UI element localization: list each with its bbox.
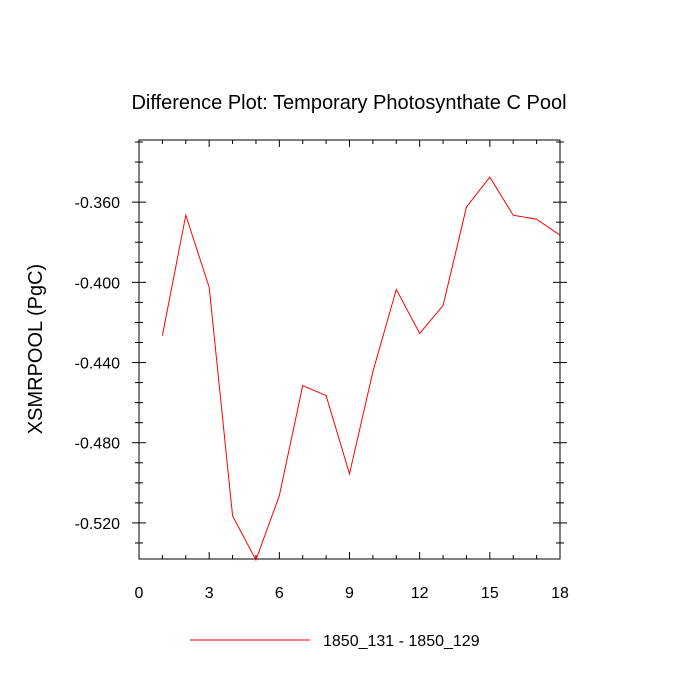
x-tick-label: 12 [411,585,429,602]
series-layer [161,176,561,562]
x-tick-label: 3 [205,585,214,602]
y-tick-label: -0.520 [75,516,120,533]
y-tick-label: -0.440 [75,356,120,373]
legend-label: 1850_131 - 1850_129 [323,633,480,650]
x-tick-label: 6 [275,585,284,602]
y-axis-label: XSMRPOOL (PgC) [25,264,47,434]
x-tick-label: 15 [481,585,499,602]
legend: 1850_131 - 1850_129 [190,633,480,650]
y-tick-label: -0.480 [75,436,120,453]
y-tick-label: -0.360 [75,195,120,212]
chart-title: Difference Plot: Temporary Photosynthate… [131,92,566,114]
x-tick-label: 0 [135,585,144,602]
x-tick-label: 9 [345,585,354,602]
y-tick-label: -0.400 [75,275,120,292]
axis-ticks: 0 3 6 9 12 15 18 -0.360 -0.400 -0.440 -0.480 -0.520 [75,140,569,602]
plot-frame [138,139,561,560]
series-line [161,176,561,562]
x-tick-label: 18 [551,585,569,602]
